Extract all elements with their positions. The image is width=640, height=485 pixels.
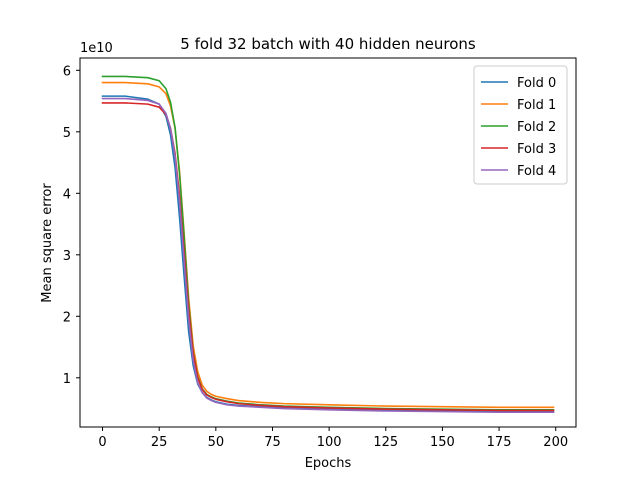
plot-area bbox=[101, 75, 555, 414]
y-tick-label: 1 bbox=[63, 372, 71, 387]
legend-label-fold-3: Fold 3 bbox=[517, 142, 556, 157]
y-tick-label: 4 bbox=[63, 187, 71, 202]
series-line-fold-4 bbox=[101, 97, 555, 414]
axes: 0 25 50 75 100 125 150 175 200 1 2 3 4 5 6 bbox=[63, 57, 577, 450]
x-tick-label: 100 bbox=[317, 435, 342, 450]
x-axis-label: Epochs bbox=[305, 456, 352, 471]
y-tick-label: 5 bbox=[63, 126, 71, 141]
x-tick-label: 125 bbox=[373, 435, 398, 450]
x-tick-label: 200 bbox=[543, 435, 568, 450]
x-tick-label: 175 bbox=[487, 435, 512, 450]
y-tick-label: 6 bbox=[63, 64, 71, 79]
legend: Fold 0 Fold 1 Fold 2 Fold 3 Fold 4 bbox=[473, 65, 568, 185]
y-tick-label: 2 bbox=[63, 310, 71, 325]
x-tick-label: 25 bbox=[151, 435, 168, 450]
x-tick-label: 50 bbox=[208, 435, 225, 450]
axes-frame bbox=[79, 57, 577, 428]
y-tick-label: 3 bbox=[63, 249, 71, 264]
legend-label-fold-1: Fold 1 bbox=[517, 98, 556, 113]
legend-label-fold-4: Fold 4 bbox=[517, 164, 556, 179]
y-axis-scale-label: 1e10 bbox=[80, 41, 113, 56]
x-tick-label: 75 bbox=[264, 435, 281, 450]
legend-label-fold-0: Fold 0 bbox=[517, 76, 556, 91]
chart-title: 5 fold 32 batch with 40 hidden neurons bbox=[180, 35, 476, 53]
x-tick-label: 0 bbox=[98, 435, 106, 450]
x-tick-label: 150 bbox=[430, 435, 455, 450]
legend-box bbox=[473, 65, 568, 185]
series-line-fold-1 bbox=[101, 81, 555, 409]
legend-label-fold-2: Fold 2 bbox=[517, 120, 556, 135]
y-axis-label: Mean square error bbox=[40, 183, 55, 303]
